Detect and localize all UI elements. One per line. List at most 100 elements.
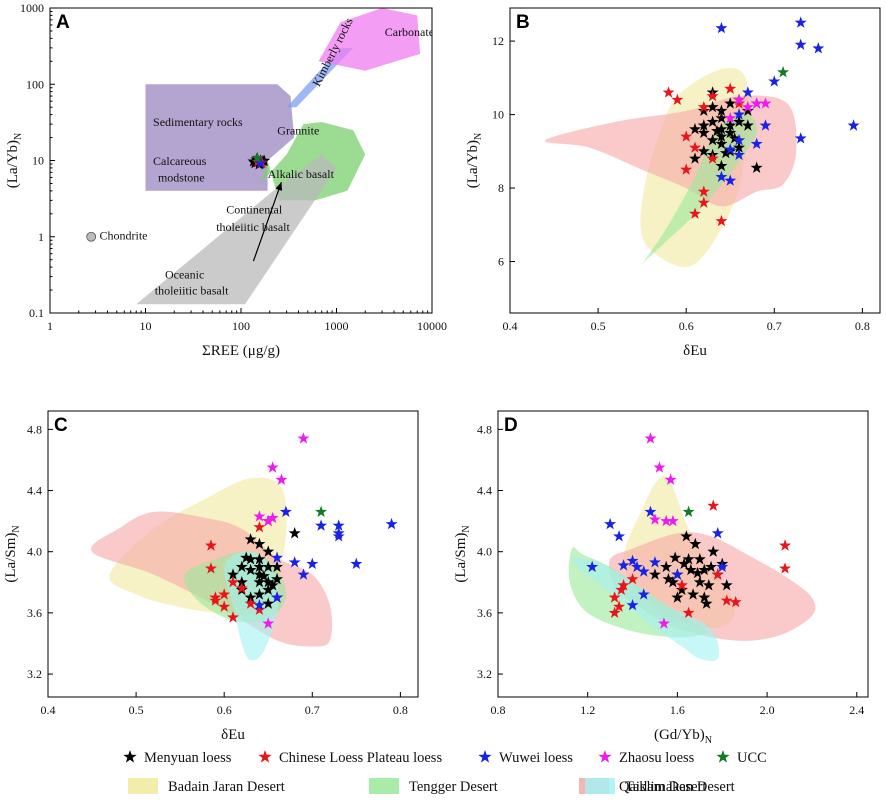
point-zhaosu-loess — [644, 432, 657, 444]
point-wuwei-loess — [332, 519, 345, 531]
point-wuwei-loess — [631, 560, 644, 573]
series-ucc — [251, 151, 264, 164]
point-menyuan-loess — [258, 154, 271, 166]
y-axis-label: (La/Yb)N — [465, 133, 484, 189]
point-wuwei-loess — [385, 517, 398, 530]
y-tick-label: 100 — [26, 77, 44, 91]
point-chinese-loess-plateau-loess — [706, 89, 719, 102]
legend-label-taklimakan-desert: Taklimakan Desert — [625, 779, 735, 795]
point-chinese-loess-plateau-loess — [680, 130, 693, 142]
field-oceanic-tholeiitic-basalt-continental-tholeiitic-basalt — [136, 154, 337, 305]
point-menyuan-loess — [662, 572, 675, 585]
y-tick-label: 3.2 — [477, 667, 492, 681]
legend: Menyuan loess Chinese Loess Plateau loess… — [123, 750, 767, 795]
axes-frame — [509, 7, 881, 314]
x-tick-label: 1.6 — [670, 703, 685, 717]
legend-swatch-taklimakan-desert — [585, 778, 615, 794]
y-tick-label: 1000 — [20, 1, 44, 15]
y-tick-label: 10 — [492, 108, 504, 122]
panel-d: 0.8 1.2 1.6 2.0 2.4 3.2 3.6 4.0 4.4 4.8 (Gd/Yb)N (L… — [453, 410, 869, 746]
point-zhaosu-loess — [660, 514, 673, 527]
point-wuwei-loess — [648, 556, 661, 568]
point-zhaosu-loess — [750, 97, 763, 109]
x-tick-label: 0.8 — [393, 703, 408, 717]
y-tick-label: 1 — [38, 230, 44, 244]
point-chinese-loess-plateau-loess — [227, 611, 239, 623]
point-menyuan-loess — [660, 560, 673, 573]
point-wuwei-loess — [724, 143, 737, 155]
panel-c: 0.4 0.5 0.6 0.7 0.8 3.2 3.6 4.0 4.4 4.8 δEu (La/Sm)… — [3, 410, 419, 743]
legend-label-qaidam-desert: Qaidam Desert — [619, 779, 706, 795]
point-menyuan-loess — [741, 104, 754, 116]
point-menyuan-loess — [244, 563, 257, 576]
point-ucc — [682, 505, 695, 518]
point-wuwei-loess — [626, 554, 639, 566]
x-axis-label: ΣREE (μg/g) — [202, 343, 280, 359]
point-menyuan-loess — [682, 553, 695, 565]
plot-area — [568, 432, 816, 662]
point-zhaosu-loess — [653, 461, 666, 473]
series-zhaosu-loess — [253, 432, 310, 629]
annotation-oceanic: Oceanic — [165, 267, 204, 281]
point-zhaosu-loess — [253, 510, 266, 522]
series-ucc — [315, 505, 328, 518]
point-menyuan-loess — [271, 560, 284, 573]
point-menyuan-loess — [733, 115, 746, 128]
y-tick-label: 4.0 — [27, 545, 42, 559]
y-tick-label: 6 — [498, 255, 504, 269]
point-menyuan-loess — [719, 146, 732, 159]
point-chinese-loess-plateau-loess — [729, 595, 742, 608]
trend-arrow — [252, 181, 282, 262]
point-menyuan-loess — [235, 575, 248, 588]
point-menyuan-loess — [706, 100, 719, 113]
annotation-sedimentary-rocks: Sedimentary rocks — [153, 115, 243, 129]
series-wuwei-loess — [253, 505, 398, 611]
point-wuwei-loess — [733, 148, 746, 161]
point-chinese-loess-plateau-loess — [209, 594, 222, 606]
legend-label-ucc: UCC — [737, 750, 767, 766]
point-menyuan-loess — [271, 572, 284, 585]
point-menyuan-loess — [691, 566, 704, 579]
point-chinese-loess-plateau-loess — [218, 600, 231, 612]
x-tick-label: 10 — [140, 319, 152, 333]
point-menyuan-loess — [715, 104, 728, 116]
series-wuwei-loess — [715, 16, 860, 186]
annotation-tholeiitic-basalt: tholeiitic basalt — [155, 283, 229, 297]
point-wuwei-loess — [288, 556, 301, 568]
point-chinese-loess-plateau-loess — [675, 579, 688, 591]
y-tick-label: 4.4 — [477, 484, 492, 498]
point-chinese-loess-plateau-loess — [244, 597, 257, 609]
field-taklimakan-desert — [571, 558, 720, 662]
point-wuwei-loess — [332, 530, 345, 542]
x-tick-label: 2.0 — [760, 703, 775, 717]
point-menyuan-loess — [257, 569, 270, 582]
point-chinese-loess-plateau-loess — [720, 594, 733, 606]
y-tick-label: 3.2 — [27, 667, 42, 681]
field-carbonate — [318, 8, 421, 71]
point-menyuan-loess — [750, 161, 763, 173]
point-chinese-loess-plateau-loess — [682, 606, 695, 618]
point-chinese-loess-plateau-loess — [617, 579, 630, 591]
point-wuwei-loess — [794, 38, 807, 50]
point-menyuan-loess — [687, 588, 700, 600]
point-menyuan-loess — [698, 563, 711, 576]
point-menyuan-loess — [702, 579, 715, 591]
point-wuwei-loess — [613, 530, 626, 542]
point-chinese-loess-plateau-loess — [689, 141, 701, 153]
point-menyuan-loess — [724, 119, 737, 131]
point-chinese-loess-plateau-loess — [227, 575, 239, 588]
series-wuwei-loess — [586, 505, 729, 611]
point-menyuan-loess — [697, 126, 710, 139]
point-wuwei-loess — [637, 565, 650, 577]
point-menyuan-loess — [706, 133, 719, 146]
legend-label-chinese-loess-plateau-loess: Chinese Loess Plateau loess — [279, 750, 442, 766]
y-tick-label: 4.0 — [477, 545, 492, 559]
x-tick-label: 0.5 — [129, 703, 144, 717]
point-zhaosu-loess — [741, 100, 754, 113]
point-chinese-loess-plateau-loess — [779, 562, 792, 574]
annotation-continental: Continental — [226, 202, 283, 216]
axes-frame — [47, 410, 419, 698]
point-chinese-loess-plateau-loess — [662, 86, 675, 98]
